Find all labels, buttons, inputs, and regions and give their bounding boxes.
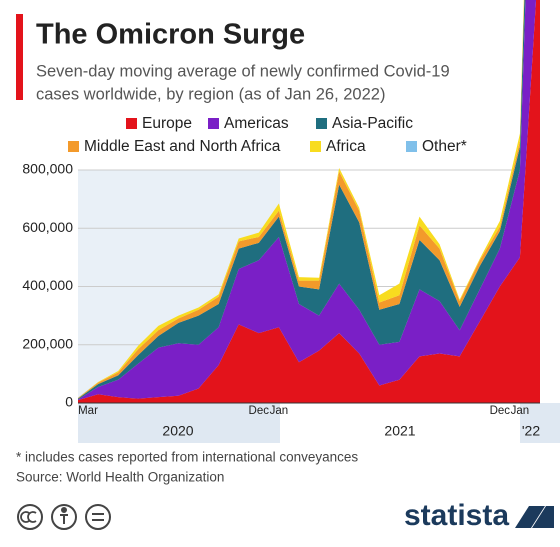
y-tick-label: 0: [65, 394, 73, 410]
x-group-label: '22: [522, 423, 540, 439]
legend-swatch: [126, 118, 137, 129]
legend-swatch: [208, 118, 219, 129]
x-tick-label: Dec: [249, 405, 270, 417]
year-band: [78, 403, 280, 443]
legend-swatch: [310, 141, 321, 152]
legend-label: Other*: [422, 138, 467, 155]
legend-swatch: [68, 141, 79, 152]
y-tick-label: 200,000: [22, 335, 73, 351]
y-tick-label: 800,000: [22, 161, 73, 177]
license-icons: [17, 504, 111, 530]
legend-label: Americas: [224, 115, 289, 132]
x-tick-label: Jan: [270, 405, 289, 417]
x-tick-label: Mar: [78, 405, 98, 417]
logo: statista: [404, 499, 509, 532]
y-tick-label: 400,000: [22, 277, 73, 293]
legend-swatch: [406, 141, 417, 152]
legend-label: Europe: [142, 115, 192, 132]
year-band: [520, 403, 560, 443]
legend-label: Middle East and North Africa: [84, 138, 281, 155]
x-tick-label: Jan: [511, 405, 530, 417]
area: [78, 0, 537, 401]
logo-mark: [515, 506, 554, 528]
legend-label: Africa: [326, 138, 366, 155]
legend-label: Asia-Pacific: [332, 115, 413, 132]
subtitle: cases worldwide, by region (as of Jan 26…: [36, 85, 385, 103]
y-tick-label: 600,000: [22, 219, 73, 235]
source: Source: World Health Organization: [16, 470, 224, 485]
footnote: * includes cases reported from internati…: [16, 450, 358, 465]
chart-title: The Omicron Surge: [36, 19, 305, 51]
x-group-label: 2021: [384, 423, 415, 439]
area: [78, 0, 540, 403]
x-group-label: 2020: [162, 423, 193, 439]
legend-swatch: [316, 118, 327, 129]
title-accent: [16, 14, 23, 100]
x-tick-label: Dec: [490, 405, 511, 417]
plot: [78, 0, 540, 404]
area: [78, 0, 526, 400]
subtitle: Seven-day moving average of newly confir…: [36, 62, 450, 80]
